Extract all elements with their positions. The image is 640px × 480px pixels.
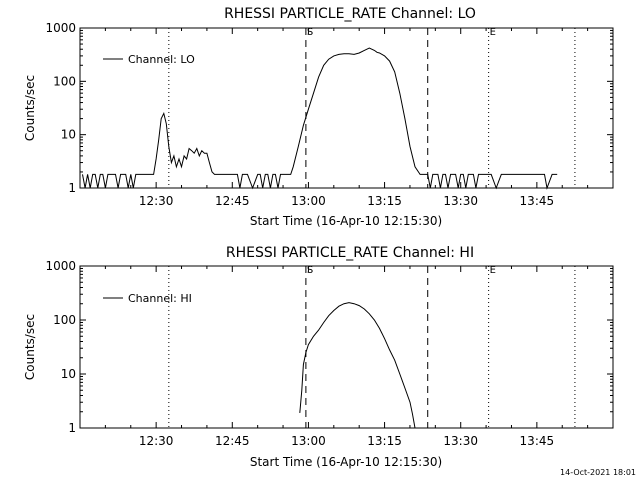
hi-x-tick-label: 12:30	[139, 434, 174, 448]
hi-y-tick-label: 100	[53, 313, 76, 327]
hi-x-tick-label: 12:45	[215, 434, 250, 448]
hi-x-axis-label: Start Time (16-Apr-10 12:15:30)	[250, 455, 442, 469]
lo-x-tick-label: 13:30	[443, 194, 478, 208]
hi-x-tick-label: 13:00	[291, 434, 326, 448]
lo-x-axis-label: Start Time (16-Apr-10 12:15:30)	[250, 214, 442, 228]
lo-y-tick-label: 1000	[45, 21, 76, 35]
hi-y-tick-label: 1	[68, 421, 76, 435]
lo-legend-label: Channel: LO	[128, 53, 195, 66]
lo-y-tick-label: 10	[61, 128, 76, 142]
lo-x-tick-label: 13:45	[520, 194, 555, 208]
hi-rate-line	[299, 302, 416, 429]
hi-y-axis-label: Counts/sec	[23, 314, 37, 380]
hi-channel-plot: RHESSI PARTICLE_RATE Channel: HI Counts/…	[23, 245, 614, 469]
hi-plot-title: RHESSI PARTICLE_RATE Channel: HI	[226, 245, 474, 261]
lo-x-tick-label: 12:45	[215, 194, 250, 208]
lo-y-tick-label: 100	[53, 74, 76, 88]
hi-y-tick-label: 10	[61, 367, 76, 381]
lo-x-tick-label: 12:30	[139, 194, 174, 208]
timestamp-footer: 14-Oct-2021 18:01	[560, 468, 636, 477]
hi-x-tick-label: 13:30	[443, 434, 478, 448]
lo-rate-line	[82, 47, 558, 190]
hi-x-tick-label: 13:45	[520, 434, 555, 448]
hi-x-tick-label: 13:15	[367, 434, 402, 448]
lo-plot-frame	[79, 27, 614, 189]
lo-marker-label-e: E	[490, 27, 496, 38]
lo-x-tick-label: 13:00	[291, 194, 326, 208]
hi-marker-label-e: E	[490, 265, 496, 276]
lo-plot-title: RHESSI PARTICLE_RATE Channel: LO	[224, 6, 476, 22]
hi-marker-label-s: S	[307, 265, 313, 276]
lo-y-axis-label: Counts/sec	[23, 75, 37, 141]
lo-channel-plot: RHESSI PARTICLE_RATE Channel: LO Counts/…	[23, 6, 614, 228]
lo-x-tick-label: 13:15	[367, 194, 402, 208]
lo-y-tick-label: 1	[68, 181, 76, 195]
hi-legend-label: Channel: HI	[128, 292, 192, 305]
hi-y-tick-label: 1000	[45, 259, 76, 273]
hi-plot-frame	[79, 265, 614, 429]
lo-marker-label-s: S	[307, 27, 313, 38]
